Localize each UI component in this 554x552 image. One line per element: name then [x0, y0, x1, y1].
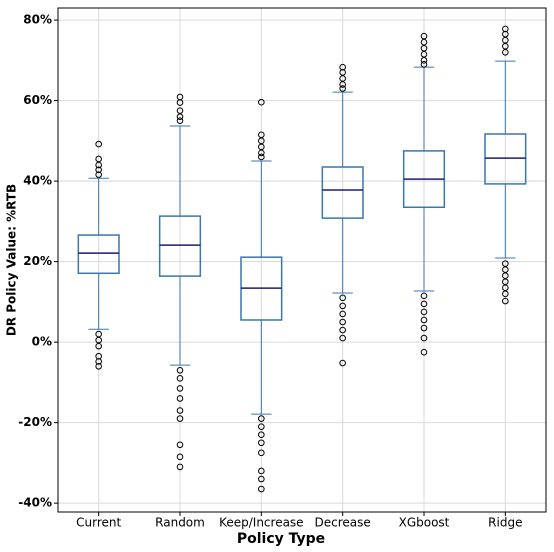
- outlier: [502, 297, 509, 305]
- outlier: [420, 61, 428, 68]
- outlier: [176, 113, 184, 120]
- y-tick-label: 40%: [23, 174, 52, 188]
- outlier: [176, 385, 184, 392]
- outlier: [420, 308, 428, 316]
- outlier: [420, 348, 428, 356]
- y-tick-label: 80%: [23, 13, 52, 27]
- outlier: [258, 149, 265, 157]
- outlier: [258, 485, 265, 493]
- outlier: [258, 98, 265, 106]
- outlier: [95, 171, 102, 178]
- outlier: [339, 318, 346, 326]
- outlier: [258, 475, 265, 483]
- outlier: [176, 453, 184, 461]
- outlier: [176, 99, 184, 106]
- outlier: [95, 166, 102, 174]
- box: [77, 234, 120, 275]
- outlier: [420, 300, 428, 308]
- x-tick-label: Decrease: [315, 516, 371, 530]
- x-tick-label: Random: [155, 516, 205, 530]
- plot-frame: [57, 7, 547, 513]
- outlier: [502, 290, 509, 298]
- outlier: [95, 358, 102, 365]
- outlier: [420, 334, 428, 342]
- x-axis-label: Policy Type: [237, 531, 325, 547]
- outlier: [176, 407, 184, 414]
- outlier: [258, 467, 265, 475]
- outlier: [258, 423, 265, 430]
- outlier: [95, 140, 102, 148]
- outlier: [339, 334, 346, 342]
- outlier: [176, 375, 184, 382]
- x-tick-label: Ridge: [488, 516, 522, 530]
- y-axis-label: DR Policy Value: %RTB: [5, 184, 19, 336]
- x-tick-label: Keep/Increase: [219, 516, 303, 530]
- outlier: [176, 117, 184, 125]
- box: [321, 166, 364, 219]
- outlier: [258, 439, 265, 447]
- y-tick-label: 60%: [23, 93, 52, 107]
- y-tick-label: -40%: [18, 496, 52, 510]
- outlier: [420, 324, 428, 332]
- outlier: [339, 81, 346, 88]
- outlier: [95, 342, 102, 350]
- outlier: [176, 395, 184, 402]
- box: [158, 215, 202, 277]
- outlier: [258, 431, 265, 439]
- outlier: [420, 57, 428, 64]
- outlier: [176, 441, 184, 449]
- y-tick-label: 0%: [32, 335, 52, 349]
- outlier: [339, 310, 346, 318]
- outlier: [258, 415, 265, 422]
- outlier: [258, 449, 265, 457]
- outlier: [502, 48, 509, 56]
- outlier: [420, 316, 428, 324]
- outlier: [339, 85, 346, 92]
- outlier: [420, 292, 428, 300]
- outlier: [176, 367, 184, 374]
- outlier: [339, 294, 346, 302]
- outlier: [339, 302, 346, 310]
- x-tick-label: XGboost: [399, 516, 450, 530]
- x-tick-label: Current: [76, 516, 121, 530]
- outlier: [176, 415, 184, 422]
- outlier: [339, 326, 346, 334]
- outlier: [339, 359, 346, 367]
- outlier: [95, 362, 102, 370]
- outlier: [258, 153, 265, 161]
- outlier: [95, 161, 102, 169]
- box: [484, 133, 527, 185]
- outlier: [176, 463, 184, 471]
- y-tick-label: -20%: [18, 415, 52, 429]
- y-tick-label: 20%: [23, 254, 52, 268]
